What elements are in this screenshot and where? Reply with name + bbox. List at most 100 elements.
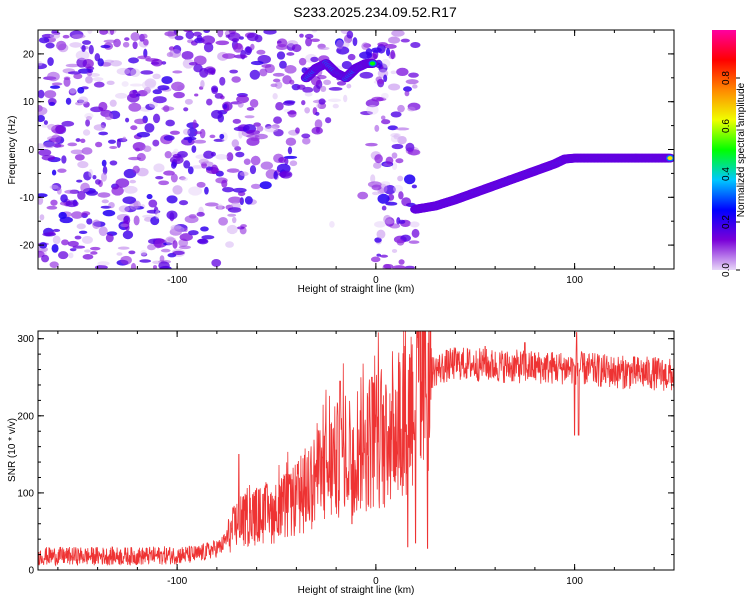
noise-blob	[98, 131, 109, 136]
noise-blob	[109, 30, 115, 35]
noise-blob	[187, 136, 193, 144]
noise-blob	[225, 241, 234, 248]
noise-blob	[132, 41, 138, 50]
noise-blob	[275, 101, 284, 111]
noise-blob	[140, 70, 154, 75]
noise-blob	[49, 32, 61, 39]
colorbar-tick-label: 0.4	[721, 167, 732, 181]
noise-blob	[391, 162, 398, 170]
noise-blob	[377, 42, 388, 47]
noise-blob	[41, 154, 56, 161]
noise-blob	[141, 33, 148, 39]
noise-blob	[264, 63, 275, 74]
snr-y-tick-label: 0	[28, 566, 34, 577]
noise-blob	[187, 127, 198, 137]
noise-blob	[100, 44, 111, 49]
noise-blob	[87, 30, 93, 34]
noise-blob	[81, 147, 93, 155]
noise-blob	[74, 235, 82, 240]
noise-blob	[278, 171, 291, 177]
noise-blob	[246, 32, 259, 42]
noise-blob	[132, 141, 146, 152]
noise-blob	[69, 42, 82, 48]
noise-blob	[408, 240, 420, 244]
noise-blob	[390, 49, 396, 60]
noise-blob	[122, 41, 130, 48]
noise-blob	[196, 211, 205, 217]
noise-blob	[67, 142, 78, 147]
noise-blob	[68, 252, 74, 259]
noise-blob	[61, 120, 75, 127]
noise-blob	[58, 211, 67, 219]
noise-blob	[232, 187, 247, 193]
noise-blob	[211, 86, 218, 95]
noise-blob	[38, 89, 45, 99]
noise-blob	[289, 79, 295, 85]
spectrogram-y-axis: -20 -10 0 10 20	[20, 29, 674, 270]
noise-blob	[38, 37, 50, 44]
noise-blob	[272, 93, 278, 100]
noise-blob	[147, 244, 156, 251]
noise-blob	[51, 169, 57, 176]
noise-blob	[154, 239, 162, 249]
noise-blob	[211, 258, 222, 267]
noise-blob	[142, 214, 155, 219]
noise-blob	[71, 211, 83, 219]
noise-blob	[335, 39, 344, 50]
noise-blob	[174, 35, 184, 41]
noise-blob	[47, 71, 60, 82]
noise-blob	[346, 83, 352, 89]
noise-blob	[182, 128, 191, 135]
noise-blob	[67, 240, 79, 247]
noise-blob	[229, 69, 239, 74]
noise-blob	[264, 125, 279, 133]
noise-blob	[249, 165, 257, 175]
noise-blob	[213, 138, 225, 142]
noise-blob	[285, 137, 297, 146]
noise-blob	[295, 127, 300, 134]
noise-blob	[287, 146, 293, 155]
noise-blob	[390, 132, 401, 138]
noise-blob	[404, 174, 416, 185]
noise-blob	[188, 61, 198, 66]
noise-blob	[103, 39, 117, 43]
noise-blob	[346, 30, 354, 39]
noise-blob	[373, 162, 382, 169]
noise-blob	[99, 30, 109, 35]
noise-blob	[159, 255, 165, 263]
noise-blob	[104, 112, 114, 121]
noise-blob	[360, 111, 374, 116]
noise-blob	[123, 185, 138, 194]
noise-blob	[287, 109, 297, 118]
noise-blob	[75, 138, 81, 142]
noise-blob	[284, 65, 297, 74]
noise-blob	[398, 219, 406, 224]
noise-blob	[380, 58, 391, 68]
noise-blob	[227, 32, 241, 42]
noise-blob	[49, 261, 59, 268]
noise-blob	[411, 228, 420, 238]
noise-blob	[377, 79, 385, 85]
noise-blob	[137, 55, 151, 60]
noise-blob	[193, 139, 207, 144]
noise-blob	[310, 38, 320, 43]
noise-blob	[228, 196, 242, 204]
noise-blob	[387, 83, 401, 91]
noise-blob	[120, 223, 129, 228]
noise-blob	[332, 103, 339, 109]
noise-blob	[92, 174, 97, 180]
noise-blob	[209, 134, 216, 139]
noise-blob	[64, 189, 78, 194]
noise-blob	[45, 42, 55, 49]
noise-blob	[51, 243, 59, 253]
noise-blob	[192, 119, 197, 130]
noise-blob	[407, 106, 416, 112]
spectrogram-x-tick-label: 0	[373, 275, 379, 286]
noise-blob	[80, 138, 86, 143]
noise-blob	[191, 145, 197, 153]
noise-blob	[273, 116, 282, 124]
noise-blob	[390, 135, 399, 143]
noise-blob	[109, 60, 123, 67]
snr-x-axis: -100 0 100	[57, 331, 655, 587]
